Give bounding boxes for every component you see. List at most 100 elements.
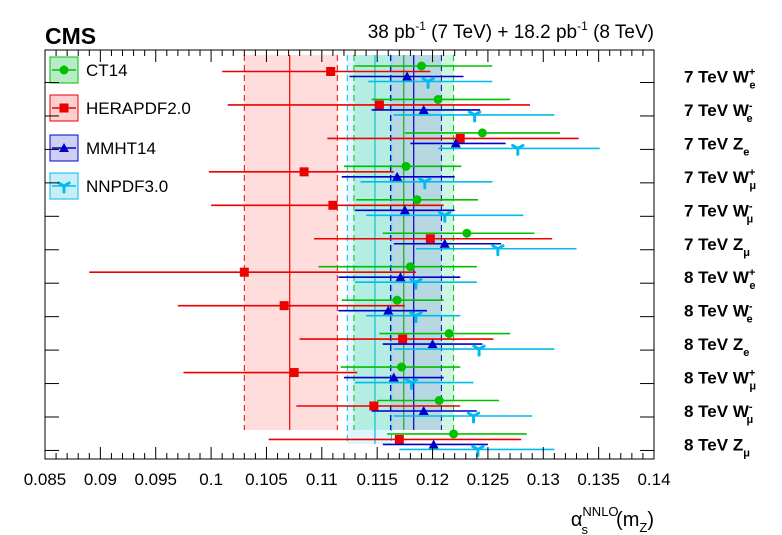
row-label-9: 8 TeV Ze [684,335,749,359]
point-group-ct14-3 [404,128,560,138]
x-axis-label-close: ) [647,509,654,531]
point-ct14-2 [433,94,443,104]
row-label-6: 7 TeV Zμ [684,235,750,259]
point-group-ct14-7 [318,262,477,272]
point-nnpdf3-0-4 [418,177,432,190]
point-nnpdf3-0-6 [491,244,505,257]
point-ct14-12 [449,429,459,439]
point-mmht14-1 [402,71,413,81]
point-ct14-4 [401,161,411,171]
row-label-10: 8 TeV W+ μ [684,368,756,393]
point-mmht14-2 [418,104,429,114]
row-label-1: 7 TeV W+ e [684,67,755,92]
point-mmht14-3 [450,138,461,148]
point-ct14-11 [434,396,444,405]
point-group-herapdf2-0-9 [299,334,494,344]
point-group-mmht14-6 [393,238,502,248]
point-group-herapdf2-0-12 [268,434,522,444]
legend-entry-ct14: CT14 [49,56,128,84]
point-herapdf2-0-10 [289,368,299,378]
x-axis-label-arg-sub: Z [639,520,647,535]
point-ct14-8 [392,295,402,305]
row-label-2: 7 TeV W-e [684,100,753,125]
point-group-herapdf2-0-11 [296,401,461,411]
x-axis-label: αNNLO s (mZ) [571,504,654,535]
legend-label-herapdf2-0: HERAPDF2.0 [86,99,191,118]
point-mmht14-6 [439,238,450,248]
lumi-part-1: 38 pb [368,22,416,43]
point-herapdf2-0-9 [398,334,408,344]
point-group-mmht14-12 [382,439,488,449]
x-tick-label-7: 0.115 [357,470,398,489]
plot-frame [44,49,655,460]
x-tick-label-5: 0.105 [245,470,288,489]
point-group-mmht14-8 [338,305,428,315]
point-group-nnpdf3-0-7 [355,277,477,290]
legend-label-mmht14: MMHT14 [86,139,156,158]
point-group-herapdf2-0-3 [327,133,579,143]
row-label-11: 8 TeV W-μ [684,401,753,426]
point-mmht14-5 [399,205,410,215]
x-tick-label-4: 0.1 [199,470,223,489]
point-herapdf2-0-8 [279,301,289,311]
x-tick-label-6: 0.11 [306,470,338,489]
point-nnpdf3-0-5 [438,210,452,223]
row-label-4: 7 TeV W+ μ [684,167,756,192]
point-group-nnpdf3-0-8 [366,311,461,324]
point-group-nnpdf3-0-12 [399,444,555,457]
point-group-nnpdf3-0-6 [415,244,577,257]
point-group-mmht14-3 [410,138,506,148]
x-tick-label-10: 0.13 [527,470,560,489]
point-nnpdf3-0-10 [404,378,419,391]
axes-layer: 0.085 0.09 0.095 0.1 0.105 0.11 0.115 0.12 0.125… [24,49,671,489]
point-group-nnpdf3-0-9 [393,344,555,357]
point-group-ct14-11 [377,396,499,405]
point-mmht14-10 [388,372,399,382]
point-mmht14-12 [428,439,439,449]
point-ct14-1 [416,61,426,71]
legend-marker-ct14 [59,65,69,75]
point-group-nnpdf3-0-2 [393,110,555,123]
point-group-ct14-9 [379,329,511,339]
point-group-mmht14-11 [371,406,477,415]
point-nnpdf3-0-1 [421,77,435,89]
point-group-herapdf2-0-2 [227,100,530,110]
point-nnpdf3-0-3 [511,143,525,156]
point-group-nnpdf3-0-11 [393,411,533,424]
row-labels: 7 TeV W+ e 7 TeV W-e 7 TeV Ze 7 TeV W+ μ 7 TeV… [684,67,756,460]
lumi-part-4: -1 [577,19,588,33]
point-ct14-7 [405,262,415,272]
point-group-mmht14-5 [355,205,455,215]
lumi-part-3: (7 TeV) + 18.2 pb [426,22,577,43]
point-group-mmht14-9 [382,339,483,349]
point-group-nnpdf3-0-10 [355,378,474,391]
x-axis-label-base: α [571,509,583,531]
point-mmht14-4 [392,171,403,181]
point-herapdf2-0-7 [239,267,249,277]
point-nnpdf3-0-2 [467,110,482,123]
point-ct14-9 [444,329,454,339]
point-mmht14-9 [427,339,438,349]
point-group-ct14-10 [340,362,461,372]
point-herapdf2-0-1 [326,67,336,76]
point-herapdf2-0-3 [455,133,465,143]
point-group-ct14-1 [355,61,493,71]
x-tick-label-1: 0.085 [24,470,67,489]
x-tick-label-3: 0.095 [134,470,177,489]
legend-entry-nnpdf3-0: NNPDF3.0 [49,172,168,200]
point-group-mmht14-4 [341,171,455,181]
row-label-5: 7 TeV W-μ [684,200,753,225]
x-tick-label-9: 0.125 [467,470,510,489]
point-group-ct14-6 [382,228,535,238]
legend-label-nnpdf3-0: NNPDF3.0 [86,177,168,196]
lumi-part-2: -1 [415,19,426,33]
x-axis-label-sub: s [582,522,589,535]
band-nnpdf3-0 [347,55,392,444]
point-herapdf2-0-2 [374,100,384,110]
point-group-nnpdf3-0-5 [366,210,524,223]
legend-marker-nnpdf3-0 [57,181,71,194]
point-group-herapdf2-0-8 [177,301,405,311]
point-nnpdf3-0-12 [471,444,485,457]
point-group-mmht14-2 [371,104,481,114]
point-ct14-6 [462,228,472,238]
